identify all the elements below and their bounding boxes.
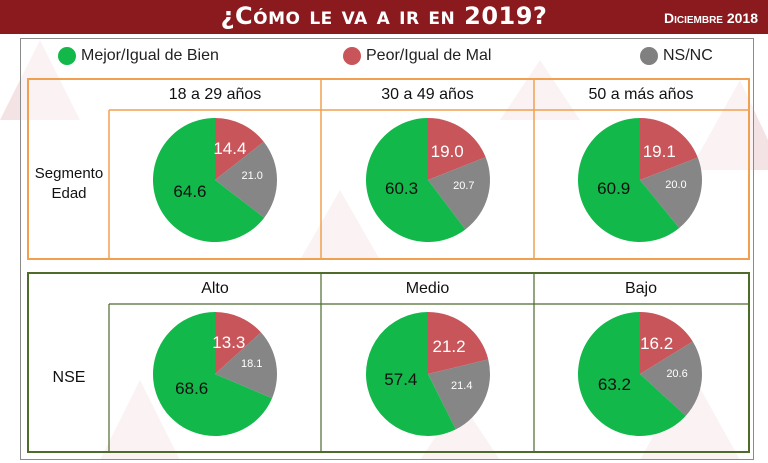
legend-label: Peor/Igual de Mal [366,47,492,64]
header-bar: ¿Cómo le va a ir en 2019? Diciembre 2018 [0,0,768,34]
pie-slice-nsnc [215,332,277,399]
data-label-worse: 13.3 [212,332,246,352]
pie-chart [366,118,490,242]
legend-label: Mejor/Igual de Bien [81,47,219,64]
pie-slice-nsnc [640,341,702,416]
data-label-nsnc: 21.0 [241,169,263,182]
pie-chart [578,118,702,242]
data-label-worse: 14.4 [213,139,247,159]
legend-item-better: Mejor/Igual de Bien [58,44,219,68]
pie-slice-worse [428,118,486,180]
column-header: Bajo [624,280,658,297]
pie-svg [366,118,490,242]
pie-slice-better [366,312,456,436]
pie-slice-better [153,312,273,436]
pie-slice-better [152,118,265,242]
data-label-better: 57.4 [384,370,418,390]
pie-slice-better [366,118,466,242]
pie-slice-nsnc [215,141,277,218]
legend-label: NS/NC [663,47,713,64]
pie-svg [152,118,277,242]
pie-slice-better [578,118,680,242]
report-date: Diciembre 2018 [663,10,758,26]
pie-slice-nsnc [428,359,490,430]
pie-svg [578,118,702,242]
pie-chart [152,118,277,242]
pie-slice-worse [215,312,261,374]
pie-slice-worse [428,312,489,374]
pie-slice-nsnc [428,157,490,230]
column-header: 50 a más años [588,86,694,103]
pie-svg [578,312,702,436]
data-label-worse: 19.1 [642,141,676,161]
legend-item-nsnc: NS/NC [640,44,713,68]
pie-svg [153,312,277,436]
data-label-better: 60.9 [597,179,631,199]
age-grid-lines [108,80,748,258]
column-header: Medio [405,280,450,297]
pie-slice-nsnc [640,157,702,229]
column-header: Alto [201,280,229,297]
column-header: 30 a 49 años [381,86,474,103]
nse-grid-lines [108,274,748,451]
legend-item-worse: Peor/Igual de Mal [343,44,491,68]
data-label-nsnc: 18.1 [240,357,263,370]
nse-segment-panel: NSE Alto Medio Bajo [27,272,750,453]
legend-swatch [343,47,361,65]
pie-slice-worse [215,118,264,180]
data-label-nsnc: 20.0 [665,179,687,192]
pie-chart [578,312,702,436]
pie-chart [153,312,277,436]
data-label-nsnc: 21.4 [451,379,473,392]
page-title: ¿Cómo le va a ir en 2019? [220,2,548,30]
column-header: 18 a 29 años [168,86,262,103]
data-label-better: 68.6 [175,379,209,399]
row-label-age: Segmento Edad [29,164,109,204]
row-label-nse: NSE [52,369,86,386]
data-label-worse: 19.0 [430,141,464,161]
legend-swatch [640,47,658,65]
pie-slice-worse [640,312,693,374]
pie-slice-better [578,312,686,436]
data-label-nsnc: 20.6 [666,367,688,380]
legend-swatch [58,47,76,65]
row-label-text: Segmento Edad [34,165,104,202]
data-label-nsnc: 20.7 [453,180,475,193]
age-segment-panel: Segmento Edad 18 a 29 años 30 a 49 años … [27,78,750,260]
data-label-worse: 16.2 [640,334,674,354]
data-label-better: 63.2 [597,375,631,395]
data-label-better: 60.3 [385,178,419,198]
pie-svg [366,312,490,436]
pie-slice-worse [640,118,698,180]
pie-chart [366,312,490,436]
data-label-worse: 21.2 [432,337,466,357]
data-label-better: 64.6 [173,182,207,202]
